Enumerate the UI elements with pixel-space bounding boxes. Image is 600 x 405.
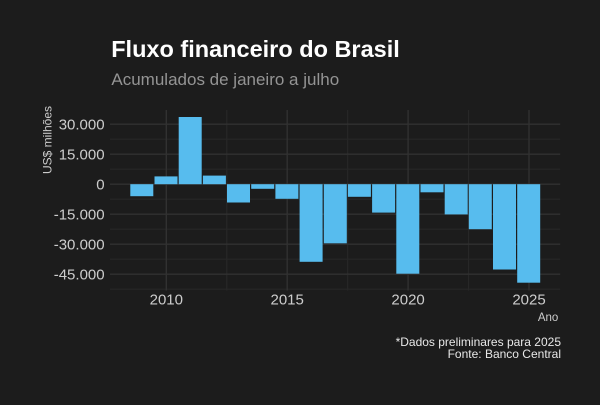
svg-text:Acumulados de janeiro a julho: Acumulados de janeiro a julho (111, 70, 339, 89)
svg-text:2020: 2020 (391, 292, 424, 309)
svg-text:-45.000: -45.000 (54, 267, 105, 284)
svg-text:Ano: Ano (538, 312, 558, 324)
svg-text:30.000: 30.000 (59, 117, 105, 134)
svg-text:2025: 2025 (512, 292, 545, 309)
svg-text:-15.000: -15.000 (54, 207, 105, 224)
svg-text:2010: 2010 (150, 292, 183, 309)
svg-text:Fonte: Banco Central: Fonte: Banco Central (448, 347, 561, 361)
svg-text:US$ milhões: US$ milhões (41, 106, 55, 174)
svg-text:-30.000: -30.000 (54, 237, 105, 254)
svg-text:15.000: 15.000 (59, 147, 105, 164)
svg-text:*Dados preliminares para 2025: *Dados preliminares para 2025 (396, 335, 562, 349)
svg-text:0: 0 (96, 177, 104, 194)
svg-text:2015: 2015 (271, 292, 304, 309)
svg-text:Fluxo financeiro do Brasil: Fluxo financeiro do Brasil (111, 36, 400, 62)
